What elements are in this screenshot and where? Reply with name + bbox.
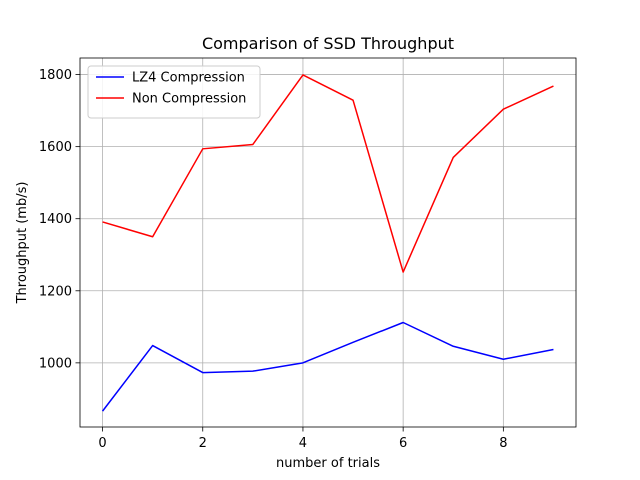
y-tick-label: 1400: [39, 212, 72, 227]
series-lines: [101, 74, 554, 412]
x-tick-label: 2: [199, 436, 207, 451]
axis-ticks: 0 2 4 6 8 1000 1200 1400 1600 1800: [39, 68, 508, 451]
y-tick-label: 1200: [39, 284, 72, 299]
series-line-2: [102, 74, 554, 273]
x-tick-label: 0: [98, 436, 106, 451]
legend: LZ4 Compression Non Compression: [87, 65, 261, 119]
legend-frame: [87, 65, 261, 119]
series-line-1: [101, 321, 554, 412]
x-tick-label: 8: [499, 436, 507, 451]
legend-label: LZ4 Compression: [132, 71, 245, 86]
plot-frame: [79, 57, 577, 428]
y-tick-label: 1600: [39, 140, 72, 155]
grid-lines: [80, 58, 576, 427]
x-tick-label: 6: [399, 436, 407, 451]
y-axis-label: Throughput (mb/s): [15, 182, 30, 305]
legend-label: Non Compression: [132, 92, 246, 107]
chart-title: Comparison of SSD Throughput: [202, 34, 454, 53]
y-tick-label: 1000: [39, 356, 72, 371]
x-tick-label: 4: [299, 436, 307, 451]
y-tick-label: 1800: [39, 68, 72, 83]
x-axis-label: number of trials: [276, 456, 380, 471]
